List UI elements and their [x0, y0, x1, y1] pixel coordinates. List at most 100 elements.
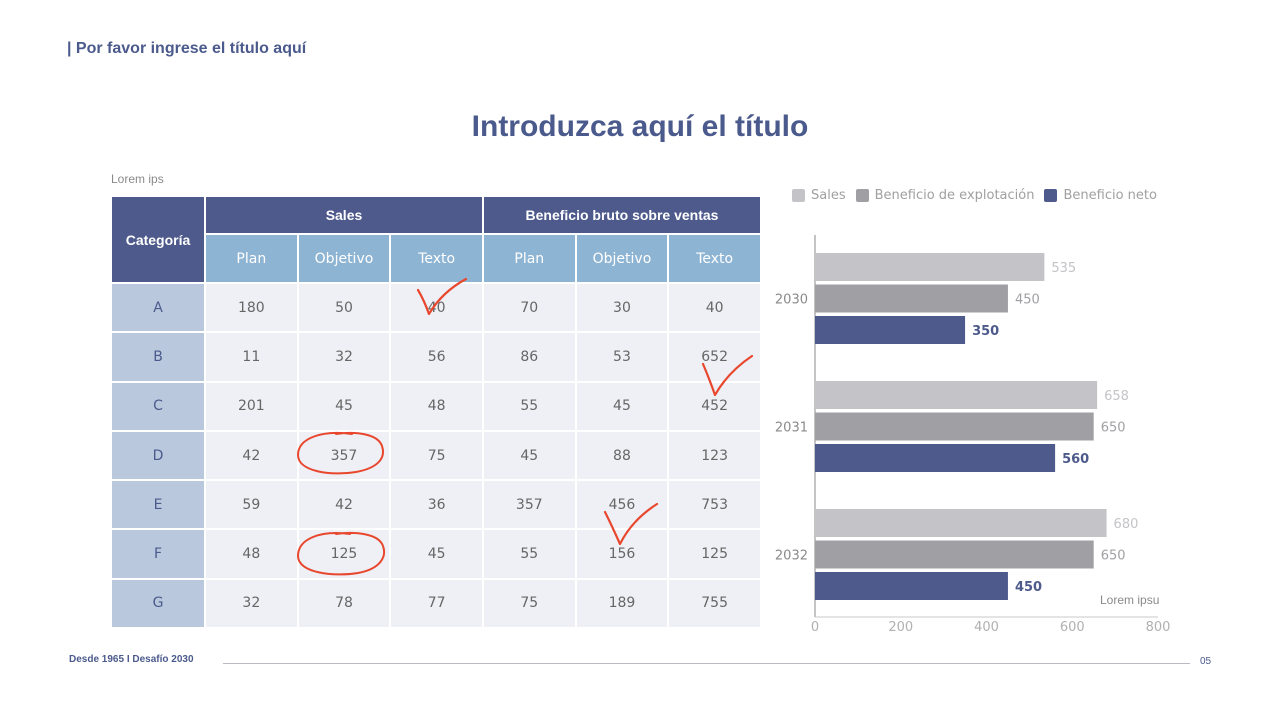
table-cell: 48 [206, 530, 297, 578]
row-label: G [112, 579, 204, 627]
table-cell: 75 [483, 579, 575, 627]
legend-swatch [1044, 189, 1058, 202]
table-cell: 75 [391, 431, 482, 480]
table-cell: 86 [483, 333, 575, 381]
data-label: 658 [1104, 389, 1129, 404]
table-cell: 40 [669, 284, 760, 332]
category-label: 2032 [775, 549, 808, 564]
group-header-gross-profit: Beneficio bruto sobre ventas [483, 197, 760, 233]
legend-item: Beneficio de explotación [855, 188, 1035, 203]
x-tick-label: 200 [888, 620, 913, 635]
subheader: Texto [391, 234, 482, 283]
row-label: A [112, 284, 204, 332]
footer-text: Desde 1965 I Desafío 2030 [69, 654, 194, 665]
table-cell: 53 [576, 333, 668, 381]
table-cell: 180 [206, 284, 297, 332]
subheader: Texto [669, 234, 760, 283]
table-row: D 42 357 75 45 88 123 [112, 431, 760, 480]
group-header-sales: Sales [206, 197, 482, 233]
table-cell: 59 [206, 481, 297, 529]
row-label: E [112, 481, 204, 529]
data-label: 560 [1062, 452, 1089, 467]
table-cell: 78 [298, 579, 390, 627]
data-label: 535 [1051, 261, 1076, 276]
table-row: E 59 42 36 357 456 753 [112, 481, 760, 529]
x-tick-label: 400 [974, 620, 999, 635]
table-cell: 755 [669, 579, 760, 627]
category-header: Categoría [112, 197, 204, 283]
table-cell: 652 [669, 333, 760, 381]
table-cell: 125 [669, 530, 760, 578]
table-cell: 40 [391, 284, 482, 332]
table-cell: 56 [391, 333, 482, 381]
data-table: Categoría Sales Beneficio bruto sobre ve… [110, 195, 762, 629]
bar [815, 253, 1045, 281]
table-cell: 36 [391, 481, 482, 529]
table-cell: 77 [391, 579, 482, 627]
row-label: D [112, 431, 204, 480]
table-cell: 753 [669, 481, 760, 529]
table-cell: 42 [298, 481, 390, 529]
table-cell: 70 [483, 284, 575, 332]
x-tick-label: 800 [1146, 620, 1171, 635]
bar [815, 316, 966, 344]
subheader: Objetivo [576, 234, 668, 283]
table-row: B 11 32 56 86 53 652 [112, 333, 760, 381]
table-cell: 11 [206, 333, 297, 381]
bar [815, 572, 1008, 600]
data-label: 650 [1101, 549, 1126, 564]
table-cell: 189 [576, 579, 668, 627]
table-cell: 48 [391, 382, 482, 430]
table-row: F 48 125 45 55 156 125 [112, 530, 760, 578]
footer-divider [223, 663, 1190, 664]
table-cell: 357 [298, 431, 390, 480]
data-label: 680 [1114, 517, 1139, 532]
data-label: 650 [1101, 421, 1126, 436]
bar [815, 412, 1094, 441]
bar [815, 509, 1107, 537]
table-cell: 357 [483, 481, 575, 529]
page-title: Introduzca aquí el título [471, 110, 809, 143]
table-cell: 42 [206, 431, 297, 480]
row-label: C [112, 382, 204, 430]
x-tick-label: 0 [811, 620, 819, 635]
category-label: 2031 [775, 421, 808, 436]
table-cell: 55 [483, 382, 575, 430]
table-cell: 452 [669, 382, 760, 430]
data-label: 450 [1015, 580, 1042, 595]
table-row: C 201 45 48 55 45 452 [112, 382, 760, 430]
table-cell: 456 [576, 481, 668, 529]
legend-label: Beneficio neto [1063, 188, 1157, 203]
table-cell: 201 [206, 382, 297, 430]
table-cell: 32 [298, 333, 390, 381]
category-label: 2030 [775, 293, 808, 308]
table-cell: 156 [576, 530, 668, 578]
table-cell: 55 [483, 530, 575, 578]
bar [815, 540, 1094, 569]
chart-legend: Sales Beneficio de explotación Beneficio… [792, 188, 1157, 203]
table-cell: 45 [576, 382, 668, 430]
table-cell: 30 [576, 284, 668, 332]
legend-label: Beneficio de explotación [874, 188, 1035, 203]
legend-item: Beneficio neto [1044, 188, 1157, 203]
table-cell: 32 [206, 579, 297, 627]
data-label: 450 [1015, 293, 1040, 308]
table-cell: 125 [298, 530, 390, 578]
subheader: Objetivo [298, 234, 390, 283]
legend-swatch [855, 189, 869, 202]
subheader: Plan [483, 234, 575, 283]
table-row: A 180 50 40 70 30 40 [112, 284, 760, 332]
header-title: | Por favor ingrese el título aquí [67, 40, 307, 57]
page-number: 05 [1200, 656, 1212, 667]
legend-item: Sales [792, 188, 846, 203]
table-cell: 88 [576, 431, 668, 480]
bar-chart: 0 200 400 600 800 2030 535 450 350 2031 658 650 560 2… [775, 235, 1171, 635]
bar [815, 381, 1098, 409]
legend-label: Sales [811, 188, 846, 203]
row-label: F [112, 530, 204, 578]
bar [815, 444, 1056, 472]
table-caption: Lorem ips [111, 172, 164, 186]
table-cell: 50 [298, 284, 390, 332]
table-cell: 45 [298, 382, 390, 430]
table-cell: 123 [669, 431, 760, 480]
